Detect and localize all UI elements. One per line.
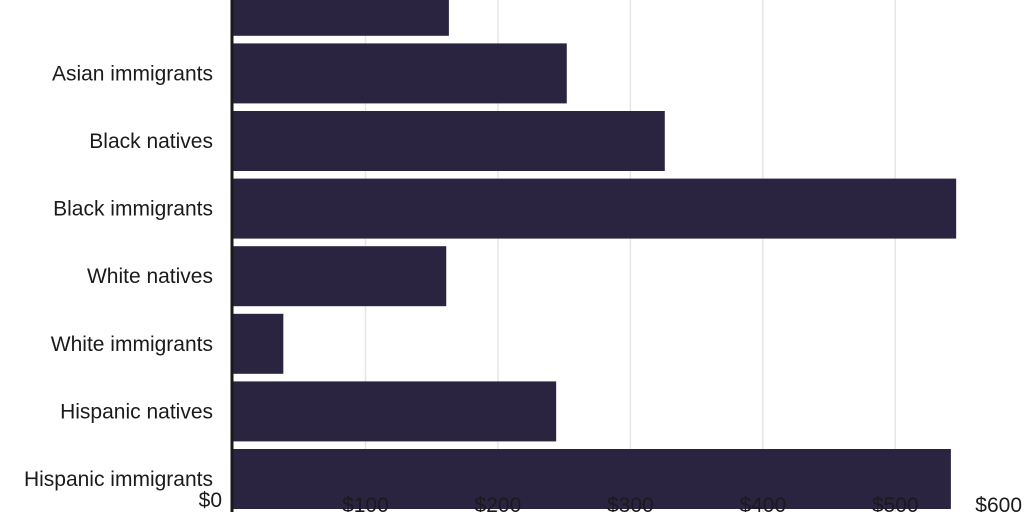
bar-white-natives	[233, 246, 447, 307]
bars	[233, 0, 957, 509]
category-label: White natives	[87, 265, 213, 288]
category-label: Hispanic immigrants	[24, 468, 213, 491]
category-label: White immigrants	[51, 333, 213, 356]
category-labels: Asian immigrants Black natives Black immig…	[24, 62, 213, 491]
bar-black-natives	[233, 111, 665, 171]
x-tick-label: $300	[607, 494, 654, 512]
x-tick-label: $200	[475, 494, 522, 512]
bar-black-immigrants	[233, 178, 957, 239]
x-tick-label: $600	[975, 494, 1022, 512]
x-tick-label: $400	[739, 494, 786, 512]
category-label: Black immigrants	[53, 198, 213, 221]
x-tick-label: $500	[872, 494, 919, 512]
bar-hispanic-immigrants	[233, 449, 951, 509]
bar-cropped-top	[233, 0, 449, 36]
category-label: Black natives	[89, 130, 213, 153]
bar-white-immigrants	[233, 313, 284, 374]
category-label: Asian immigrants	[52, 62, 213, 85]
category-label: Hispanic natives	[60, 400, 213, 423]
x-tick-label: $0	[199, 489, 222, 512]
bar-hispanic-natives	[233, 381, 557, 442]
x-tick-labels: $0 $100 $200 $300 $400 $500 $600	[199, 489, 1022, 512]
x-tick-label: $100	[342, 494, 389, 512]
bar-asian-immigrants	[233, 43, 567, 104]
